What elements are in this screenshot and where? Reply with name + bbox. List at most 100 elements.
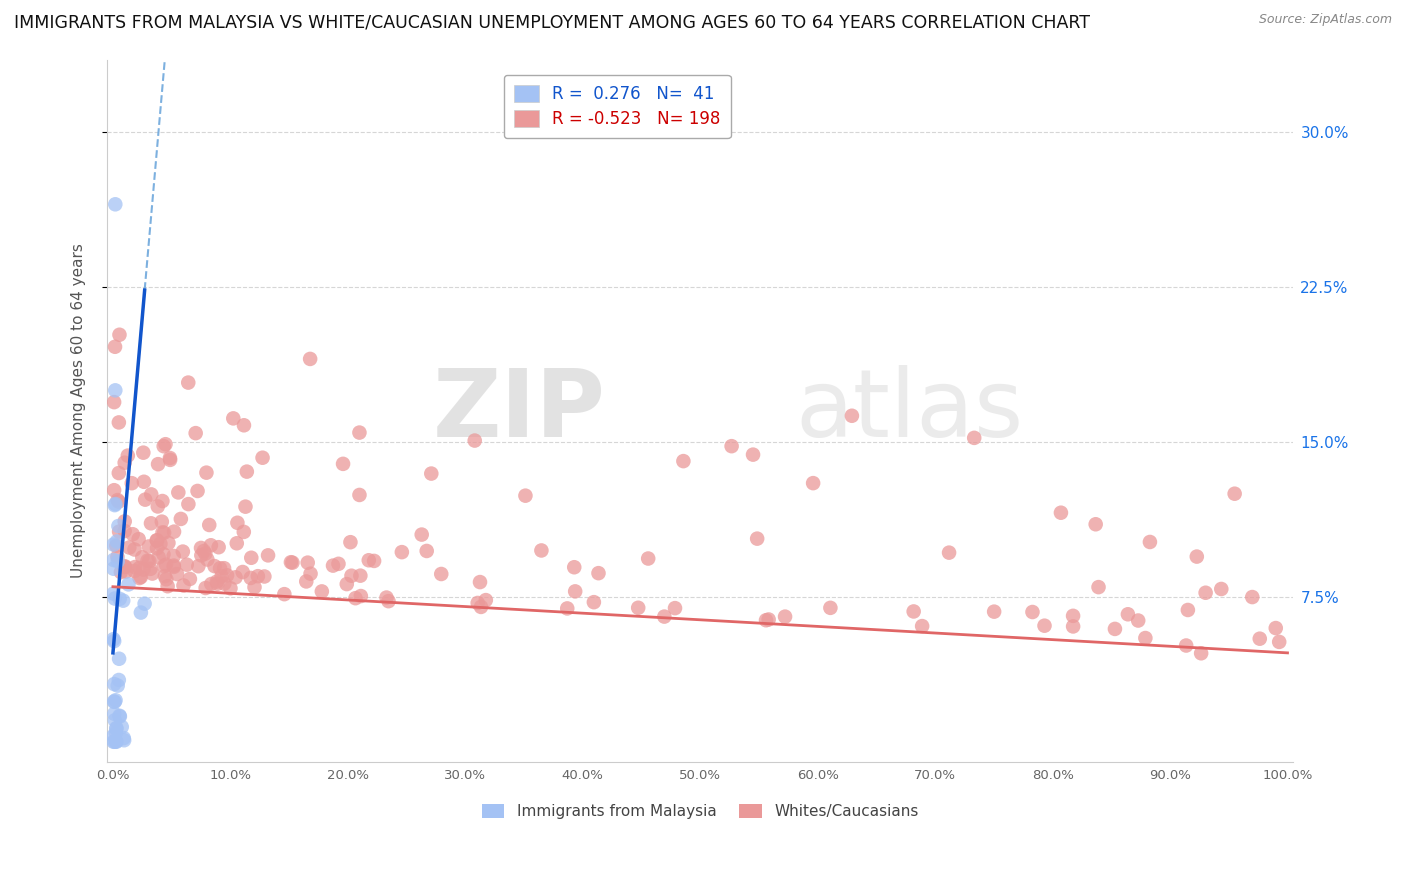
Point [225,536,247,550]
Point [233,418,256,433]
Point [136,554,159,568]
Point [177,376,200,390]
Point [911,619,934,633]
Point [1194,586,1216,600]
Point [200,538,222,552]
Point [582,595,605,609]
Point [222,411,245,425]
Point [107,679,129,693]
Point [232,565,254,579]
Point [177,497,200,511]
Point [1135,631,1157,645]
Point [103,483,125,498]
Point [1189,646,1212,660]
Point [232,524,254,539]
Point [146,500,169,514]
Point [105,534,128,549]
Point [1177,603,1199,617]
Point [107,519,129,533]
Point [115,565,138,579]
Point [132,445,155,459]
Point [103,695,125,709]
Point [1087,580,1109,594]
Legend: Immigrants from Malaysia, Whites/Caucasians: Immigrants from Malaysia, Whites/Caucasi… [475,797,925,825]
Point [132,563,155,577]
Point [377,594,399,608]
Point [152,525,174,540]
Point [146,457,169,471]
Point [311,584,333,599]
Point [211,569,233,583]
Point [152,494,174,508]
Point [114,559,136,574]
Point [336,577,359,591]
Point [564,584,586,599]
Point [1211,582,1233,596]
Point [104,591,127,606]
Point [163,549,186,563]
Point [225,570,247,584]
Point [153,569,176,583]
Point [420,467,443,481]
Point [108,591,131,606]
Point [104,695,127,709]
Point [190,541,212,555]
Point [1241,590,1264,604]
Point [903,604,925,618]
Point [240,550,263,565]
Point [105,734,128,748]
Point [103,562,125,576]
Point [170,512,193,526]
Point [141,487,163,501]
Point [672,454,695,468]
Point [236,465,259,479]
Point [108,673,131,687]
Point [148,550,170,565]
Point [938,546,960,560]
Point [349,425,371,440]
Point [299,566,322,581]
Point [349,488,371,502]
Point [107,554,129,568]
Point [297,556,319,570]
Point [252,450,274,465]
Point [105,721,128,735]
Point [983,605,1005,619]
Point [103,553,125,567]
Point [246,569,269,583]
Point [124,542,146,557]
Point [153,525,176,540]
Point [755,613,778,627]
Point [328,557,350,571]
Point [391,545,413,559]
Point [118,541,141,555]
Point [349,568,371,582]
Point [159,450,181,465]
Point [187,559,209,574]
Point [108,327,131,342]
Point [163,558,186,573]
Point [357,553,380,567]
Point [215,568,238,582]
Point [841,409,863,423]
Point [104,693,127,707]
Point [110,565,132,579]
Point [104,497,127,511]
Point [1139,535,1161,549]
Point [281,556,304,570]
Point [1021,605,1043,619]
Text: ZIP: ZIP [433,365,606,457]
Point [124,564,146,578]
Y-axis label: Unemployment Among Ages 60 to 64 years: Unemployment Among Ages 60 to 64 years [72,244,86,578]
Point [322,558,344,573]
Point [963,431,986,445]
Point [184,426,207,441]
Point [363,554,385,568]
Point [157,536,180,550]
Point [141,566,163,581]
Point [747,532,769,546]
Point [214,576,236,591]
Point [104,498,127,512]
Point [280,555,302,569]
Point [235,500,257,514]
